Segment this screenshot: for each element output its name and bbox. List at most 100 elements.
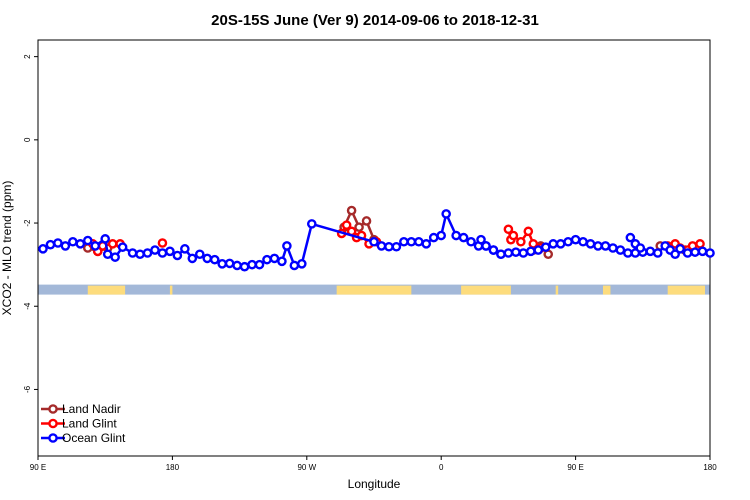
- data-point: [481, 241, 491, 251]
- data-point: [157, 248, 168, 258]
- data-point: [239, 261, 250, 272]
- data-point: [697, 246, 708, 257]
- data-point: [413, 236, 424, 247]
- data-point: [555, 239, 566, 249]
- data-point: [354, 222, 364, 232]
- data-point: [262, 254, 272, 265]
- x-tick-label: 90 W: [297, 463, 316, 472]
- data-point: [165, 246, 175, 257]
- surface-band: [38, 284, 710, 295]
- data-point: [82, 235, 93, 246]
- data-point: [254, 259, 265, 270]
- data-point: [384, 241, 394, 252]
- data-point: [570, 234, 581, 245]
- data-point: [406, 236, 417, 247]
- data-point: [100, 234, 110, 244]
- data-point: [690, 247, 700, 257]
- data-point: [391, 241, 402, 252]
- data-point: [142, 248, 153, 258]
- data-point: [503, 248, 514, 258]
- x-tick-label: 180: [166, 463, 180, 472]
- data-point: [563, 236, 573, 247]
- data-point: [600, 241, 611, 251]
- data-point: [110, 252, 120, 262]
- data-point: [623, 248, 633, 258]
- data-point: [516, 236, 526, 247]
- land-band: [87, 285, 126, 295]
- data-point: [503, 224, 514, 235]
- plot-frame: [37, 39, 711, 457]
- data-point: [369, 236, 379, 247]
- land-band: [336, 285, 412, 295]
- data-point: [508, 230, 519, 241]
- land-band: [602, 285, 611, 295]
- data-point: [466, 236, 476, 247]
- x-tick-label: 90 E: [30, 463, 46, 472]
- legend-marker: [48, 433, 58, 443]
- data-point: [436, 230, 447, 241]
- data-point: [172, 250, 183, 261]
- data-point: [608, 243, 618, 253]
- x-tick-label: 180: [703, 463, 717, 472]
- data-point: [289, 260, 300, 271]
- data-point: [533, 245, 544, 255]
- legend-item: Land Glint: [41, 417, 117, 431]
- data-point: [578, 236, 588, 247]
- data-point: [548, 239, 559, 249]
- data-point: [60, 241, 71, 251]
- x-axis-title: Longitude: [348, 477, 401, 491]
- data-point: [399, 236, 409, 247]
- data-point: [306, 219, 317, 229]
- data-point: [441, 209, 451, 219]
- data-point: [518, 248, 529, 258]
- data-point: [38, 244, 48, 254]
- data-point: [523, 226, 534, 237]
- data-point: [361, 216, 372, 226]
- data-point: [90, 241, 101, 251]
- data-point: [68, 236, 78, 247]
- data-point: [187, 253, 198, 264]
- y-tick-label: 2: [23, 54, 32, 59]
- data-point: [247, 259, 257, 270]
- legend-item: Land Nadir: [41, 402, 121, 416]
- series-group: [38, 205, 715, 272]
- data-point: [102, 249, 113, 260]
- data-point: [117, 242, 128, 252]
- data-point: [511, 247, 521, 257]
- data-point: [421, 239, 432, 249]
- data-point: [695, 239, 705, 249]
- data-point: [526, 246, 536, 257]
- legend-label: Land Glint: [62, 417, 117, 431]
- data-point: [194, 249, 205, 260]
- y-tick-label: 0: [23, 137, 32, 142]
- data-point: [652, 248, 663, 258]
- chart-title: 20S-15S June (Ver 9) 2014-09-06 to 2018-…: [211, 12, 539, 29]
- data-point: [346, 205, 357, 216]
- data-point: [705, 248, 715, 258]
- data-point: [75, 239, 86, 249]
- data-point: [458, 232, 469, 243]
- y-tick-label: -6: [23, 385, 32, 393]
- data-point: [127, 248, 138, 258]
- y-tick-label: -4: [23, 302, 32, 310]
- data-point: [645, 246, 656, 257]
- x-tick-label: 90 E: [567, 463, 583, 472]
- land-band: [169, 285, 173, 295]
- data-point: [675, 244, 685, 254]
- data-point: [428, 232, 439, 243]
- data-point: [297, 259, 307, 269]
- legend-item: Ocean Glint: [41, 431, 126, 445]
- data-point: [625, 232, 636, 243]
- data-point: [180, 244, 190, 254]
- series-ocean-glint: [38, 209, 715, 272]
- data-point: [496, 249, 506, 260]
- data-point: [217, 259, 227, 269]
- x-tick-label: 0: [439, 463, 444, 472]
- data-point: [593, 241, 603, 251]
- data-point: [53, 238, 63, 248]
- y-axis-title: XCO2 - MLO trend (ppm): [0, 181, 14, 316]
- data-point: [232, 260, 242, 271]
- land-band: [461, 285, 511, 295]
